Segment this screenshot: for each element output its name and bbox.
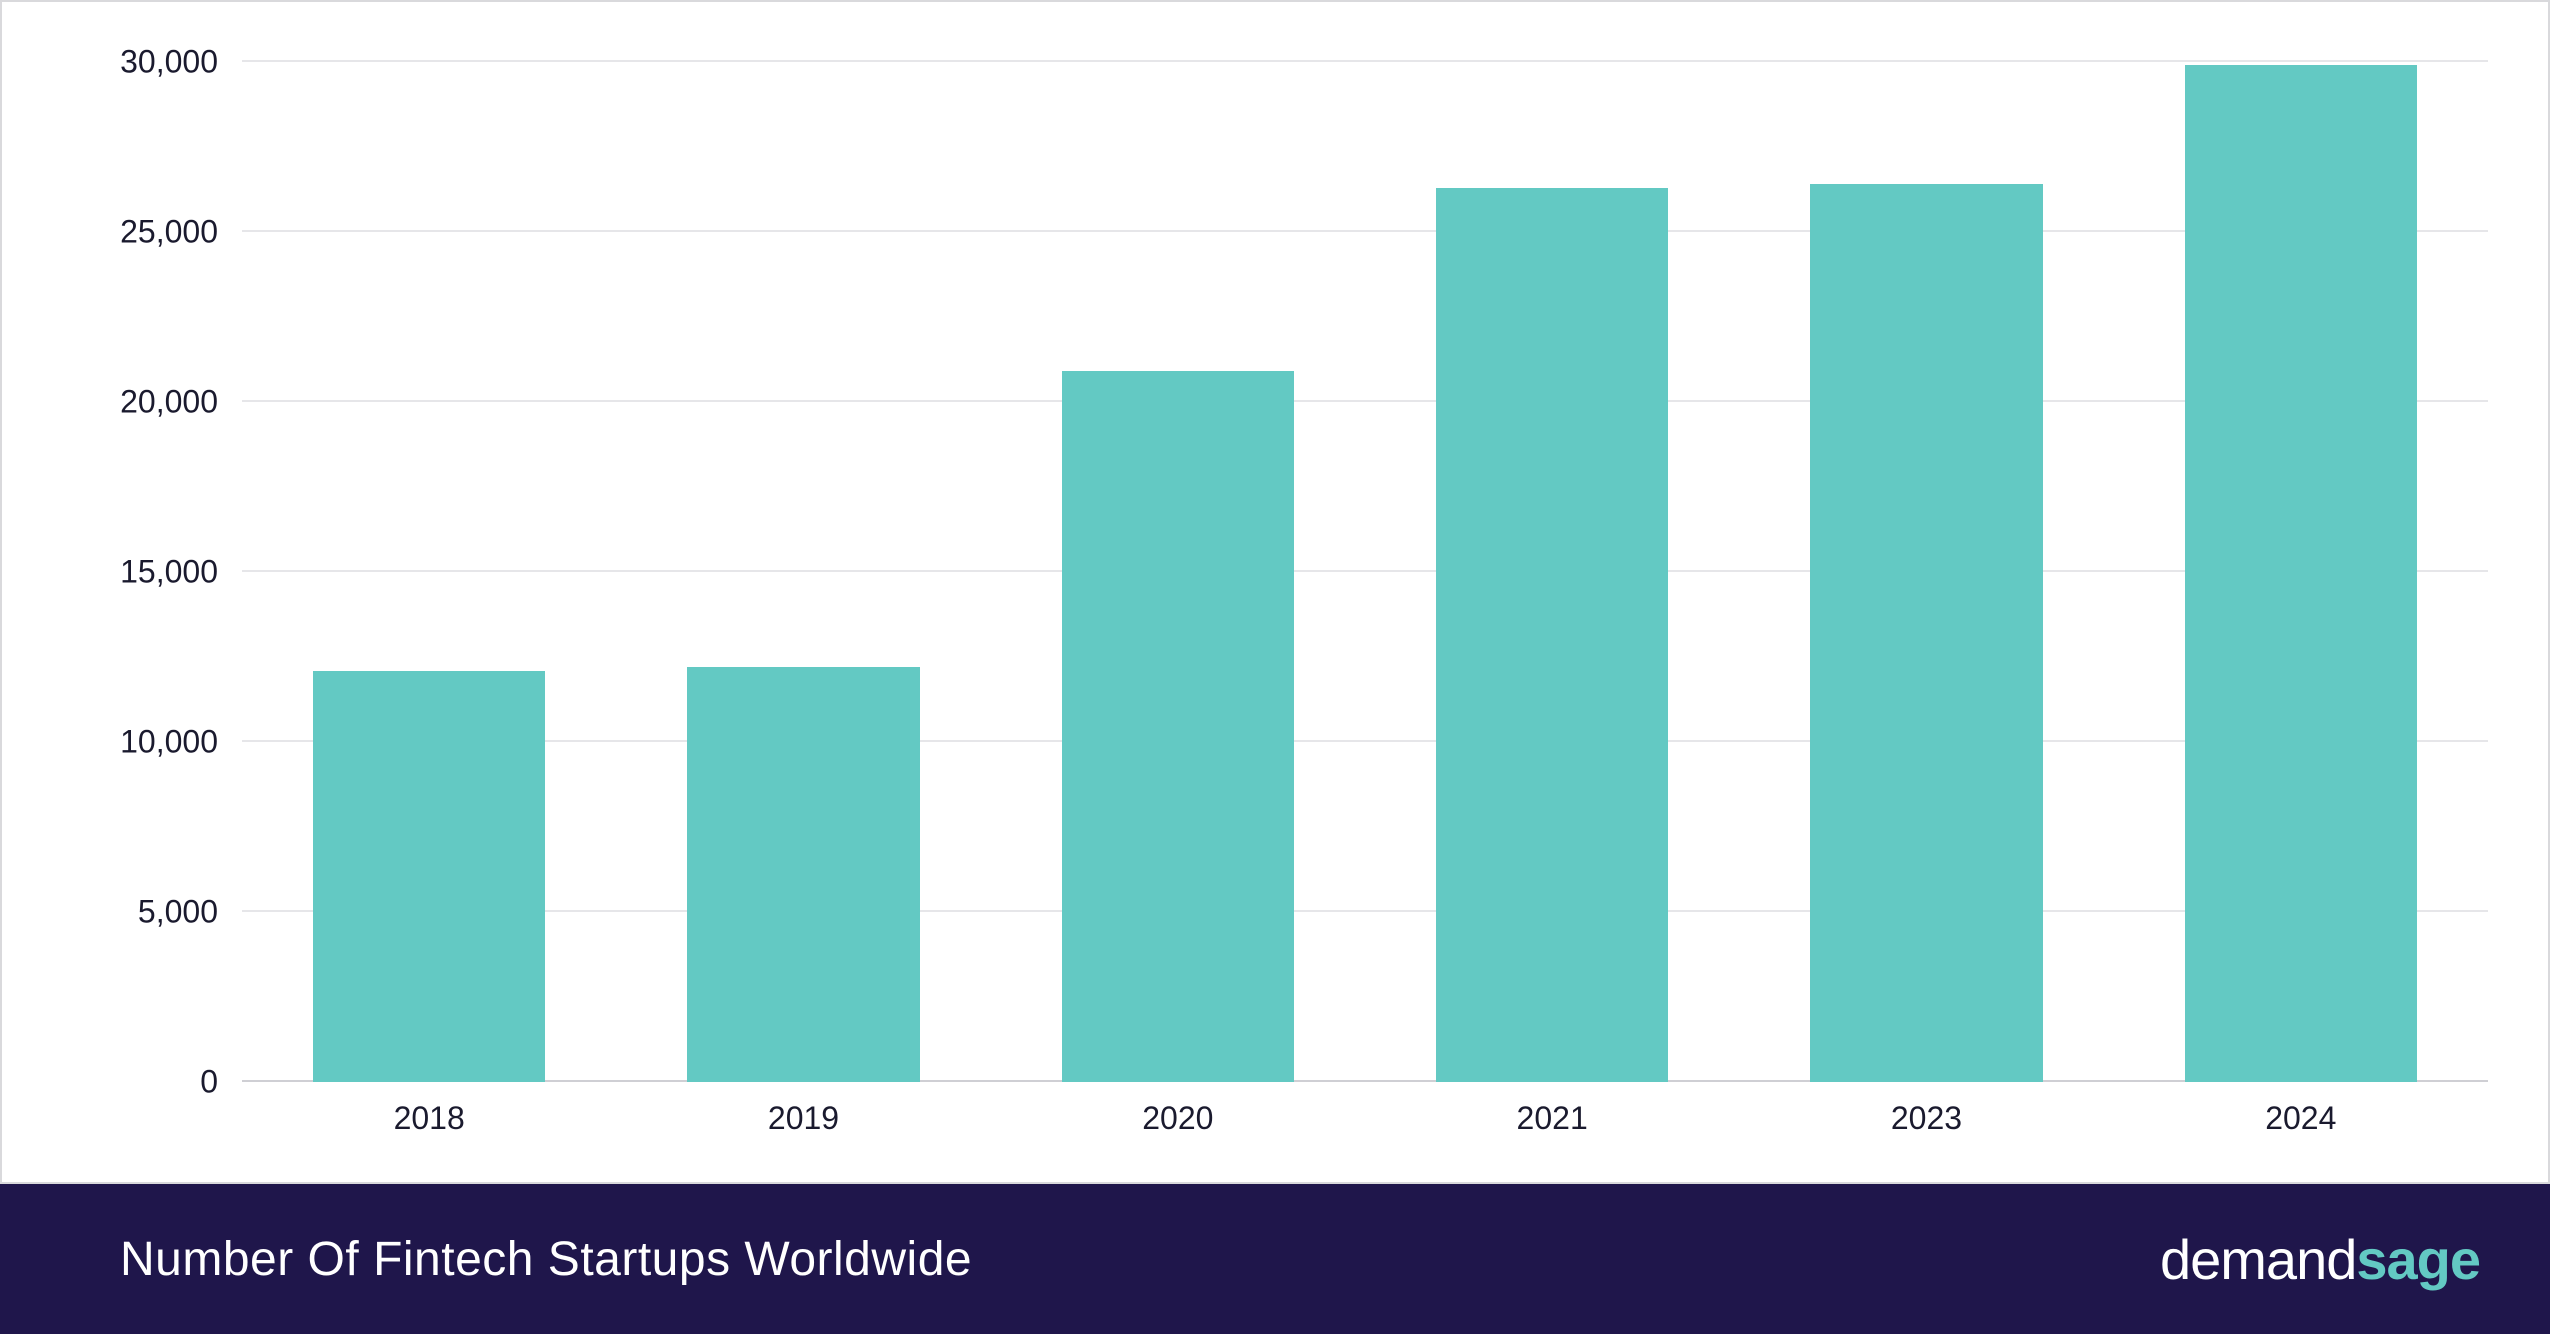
bar-slot: 2020 bbox=[991, 62, 1365, 1082]
brand-part-1: demand bbox=[2160, 1227, 2356, 1292]
x-axis-tick-label: 2018 bbox=[394, 1082, 465, 1137]
bar-slot: 2024 bbox=[2114, 62, 2488, 1082]
chart-area: 0 5,000 10,000 15,000 20,000 25,000 30,000 201… bbox=[0, 0, 2550, 1184]
bar-slot: 2021 bbox=[1365, 62, 1739, 1082]
brand-logo: demandsage bbox=[2160, 1227, 2480, 1292]
bar-slot: 2023 bbox=[1739, 62, 2113, 1082]
brand-part-2: sage bbox=[2356, 1227, 2480, 1292]
x-axis-tick-label: 2020 bbox=[1142, 1082, 1213, 1137]
bar-slot: 2018 bbox=[242, 62, 616, 1082]
bars-container: 201820192020202120232024 bbox=[242, 62, 2488, 1082]
bar bbox=[2185, 65, 2417, 1082]
y-axis-tick-label: 5,000 bbox=[138, 894, 242, 931]
x-axis-tick-label: 2021 bbox=[1517, 1082, 1588, 1137]
bar bbox=[687, 667, 919, 1082]
plot-region: 05,00010,00015,00020,00025,00030,000 201… bbox=[242, 62, 2488, 1082]
chart-frame: 0 5,000 10,000 15,000 20,000 25,000 30,000 201… bbox=[0, 0, 2550, 1334]
x-axis-tick-label: 2023 bbox=[1891, 1082, 1962, 1137]
bar bbox=[1810, 184, 2042, 1082]
x-axis-tick-label: 2024 bbox=[2265, 1082, 2336, 1137]
bar bbox=[313, 671, 545, 1082]
footer-bar: Number Of Fintech Startups Worldwide dem… bbox=[0, 1184, 2550, 1334]
x-axis-tick-label: 2019 bbox=[768, 1082, 839, 1137]
y-axis-tick-label: 0 bbox=[200, 1064, 242, 1101]
y-axis-tick-label: 25,000 bbox=[120, 214, 242, 251]
bar-slot: 2019 bbox=[616, 62, 990, 1082]
y-axis-tick-label: 30,000 bbox=[120, 44, 242, 81]
bar bbox=[1436, 188, 1668, 1082]
bar bbox=[1062, 371, 1294, 1082]
y-axis-tick-label: 15,000 bbox=[120, 554, 242, 591]
chart-title: Number Of Fintech Startups Worldwide bbox=[120, 1232, 972, 1287]
y-axis-tick-label: 20,000 bbox=[120, 384, 242, 421]
y-axis-tick-label: 10,000 bbox=[120, 724, 242, 761]
